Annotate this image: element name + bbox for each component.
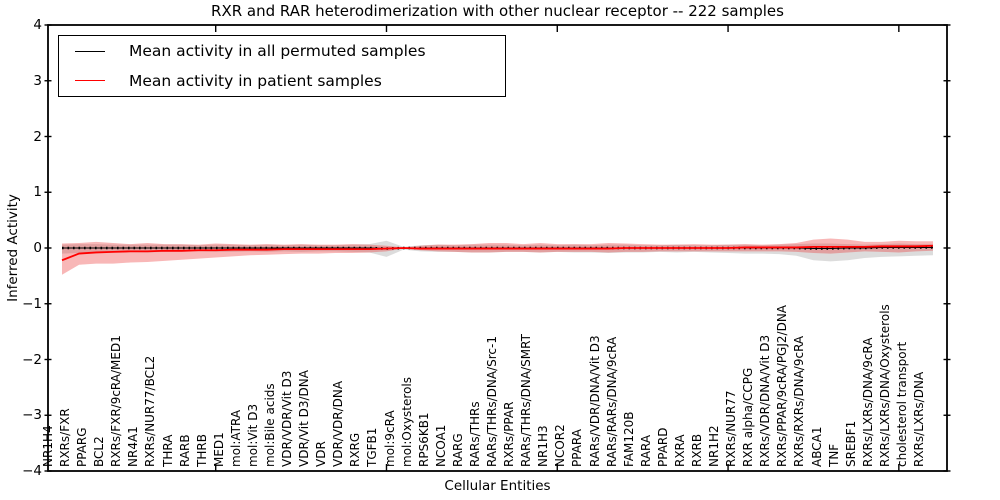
x-category-label: RARs/VDR/DNA/Vit D3 <box>587 335 602 467</box>
x-category-label: RXRs/FXR/9cRA/MED1 <box>109 335 124 467</box>
x-category-label: VDR/VDR/DNA <box>331 380 346 467</box>
x-category-label: NR1H3 <box>536 425 551 467</box>
x-category-label: MED1 <box>211 432 226 467</box>
y-tick-label: 3 <box>33 72 42 89</box>
y-tick-label: −1 <box>22 295 42 312</box>
x-category-label: PPARA <box>570 429 585 467</box>
x-category-label: RXR alpha/CCPG <box>741 367 756 467</box>
x-category-label: SREBF1 <box>843 420 858 467</box>
x-category-label: RARG <box>450 433 465 467</box>
x-category-label: RXRG <box>348 432 363 467</box>
patient-line-swatch <box>75 80 105 82</box>
x-category-label: NCOA1 <box>433 424 448 467</box>
permuted-line-swatch <box>75 50 105 52</box>
x-category-label: RXRs/NUR77 <box>724 390 739 467</box>
y-tick-label: 2 <box>33 128 42 145</box>
x-category-label: mol:9cRA <box>382 410 397 467</box>
x-category-label: RXRA <box>672 434 687 467</box>
x-category-label: TGFB1 <box>365 427 380 467</box>
legend-item-patient: Mean activity in patient samples <box>59 67 505 95</box>
x-category-label: NR4A1 <box>126 426 141 467</box>
x-category-label: RXRs/RXRs/DNA/9cRA <box>792 335 807 467</box>
x-category-label: RPS6KB1 <box>416 412 431 467</box>
x-category-label: PPARD <box>655 427 670 468</box>
x-axis-label: Cellular Entities <box>444 478 551 494</box>
x-category-label: cholesterol transport <box>894 341 909 467</box>
x-category-label: FAM120B <box>621 411 636 468</box>
x-category-label: RXRs/PPAR <box>502 401 517 467</box>
x-category-label: THRB <box>194 434 209 467</box>
x-category-label: VDR/VDR/Vit D3 <box>280 370 295 467</box>
x-category-label: VDR <box>314 441 329 467</box>
x-category-label: RARA <box>638 434 653 467</box>
y-tick-label: −3 <box>22 407 42 424</box>
x-category-label: RARs/THRs/DNA/SMRT <box>519 334 534 467</box>
x-category-label: RXRs/PPAR/9cRA/PGJ2/DNA <box>775 305 790 467</box>
x-category-label: RARs/THRs <box>467 401 482 467</box>
confidence-bands <box>62 238 933 275</box>
y-tick-label: 1 <box>33 184 42 201</box>
chart-title: RXR and RAR heterodimerization with othe… <box>211 2 784 20</box>
x-category-label: mol:ATRA <box>228 409 243 467</box>
legend-label-patient: Mean activity in patient samples <box>129 71 382 90</box>
y-tick-label: −4 <box>22 463 42 479</box>
x-category-label: VDR/Vit D3/DNA <box>297 370 312 467</box>
x-category-label: RXRs/FXR <box>58 408 73 467</box>
x-category-label: THRA <box>160 434 175 467</box>
x-category-label: PPARG <box>75 427 90 467</box>
x-category-label: RARs/RARs/DNA/9cRA <box>604 336 619 467</box>
x-category-label: RARs/THRs/DNA/Src-1 <box>485 336 500 467</box>
y-tick-label: 4 <box>33 17 42 33</box>
legend-label-permuted: Mean activity in all permuted samples <box>129 42 426 61</box>
x-category-label: ABCA1 <box>809 426 824 467</box>
x-category-label: NR1H4 <box>41 425 55 467</box>
x-category-label: mol:Bile acids <box>263 383 278 467</box>
axes-frame <box>44 24 951 472</box>
x-category-label: NR1H2 <box>707 425 722 467</box>
x-category-label: RXRs/LXRs/DNA <box>912 371 926 467</box>
x-category-label: BCL2 <box>92 436 107 467</box>
x-category-label: RXRs/NUR77/BCL2 <box>143 355 158 467</box>
legend: Mean activity in all permuted samples Me… <box>58 35 506 97</box>
x-category-label: mol:Vit D3 <box>245 403 260 467</box>
x-category-label: RXRs/VDR/DNA/Vit D3 <box>758 334 773 467</box>
x-category-label: RXRs/LXRs/DNA/Oxysterols <box>877 304 892 467</box>
x-category-label: RXRB <box>689 433 704 467</box>
mean-activity-lines <box>61 244 934 262</box>
y-tick-label: 0 <box>33 240 42 256</box>
y-tick-label: −2 <box>22 351 42 368</box>
x-category-label: RARB <box>177 434 192 467</box>
x-category-label: NCOR2 <box>553 424 568 467</box>
legend-item-permuted: Mean activity in all permuted samples <box>59 37 505 65</box>
x-category-label: mol:Oxysterols <box>399 377 414 467</box>
x-category-label: RXRs/LXRs/DNA/9cRA <box>860 337 875 468</box>
x-category-label: TNF <box>826 443 841 467</box>
